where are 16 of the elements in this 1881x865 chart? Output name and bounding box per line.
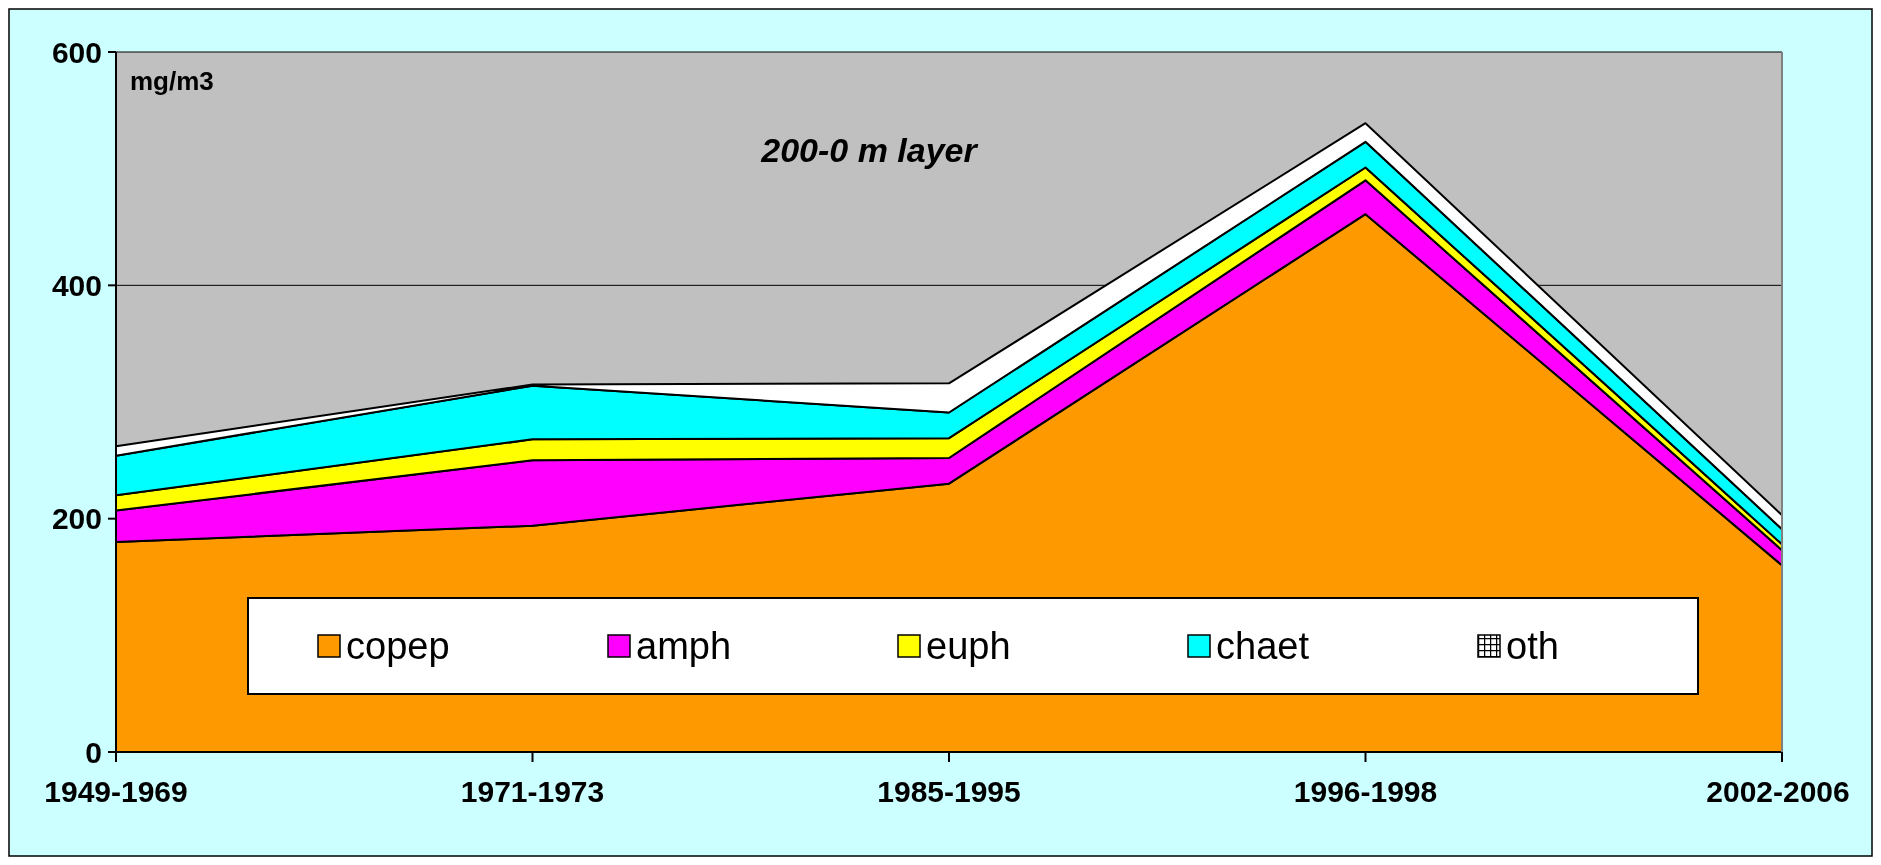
y-axis-title: mg/m3 xyxy=(130,66,214,96)
legend-label: amph xyxy=(636,625,732,668)
x-tick-label: 1971-1973 xyxy=(460,775,605,808)
y-tick-label: 200 xyxy=(51,502,102,536)
x-tick-label: 1985-1995 xyxy=(877,775,1021,808)
legend-label: copep xyxy=(346,625,450,668)
x-tick-label: 1996-1998 xyxy=(1293,775,1438,808)
legend-label: oth xyxy=(1506,625,1559,668)
legend-label: euph xyxy=(926,625,1011,668)
x-tick-label: 2002-2006 xyxy=(1706,775,1850,808)
y-tick-label: 0 xyxy=(85,735,102,769)
y-tick-label: 600 xyxy=(51,35,102,69)
legend-label: chaet xyxy=(1216,625,1310,668)
text: 200-0 m layer xyxy=(760,131,979,169)
y-tick-label: 400 xyxy=(51,268,102,302)
x-tick-label: 1949-1969 xyxy=(44,775,188,808)
